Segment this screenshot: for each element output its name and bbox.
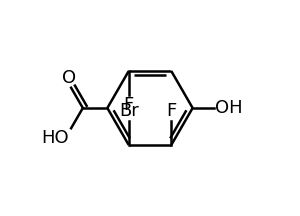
Text: F: F (166, 102, 176, 120)
Text: F: F (124, 96, 134, 114)
Text: O: O (62, 69, 76, 87)
Text: OH: OH (215, 99, 243, 117)
Text: Br: Br (119, 102, 139, 120)
Text: HO: HO (41, 129, 69, 147)
